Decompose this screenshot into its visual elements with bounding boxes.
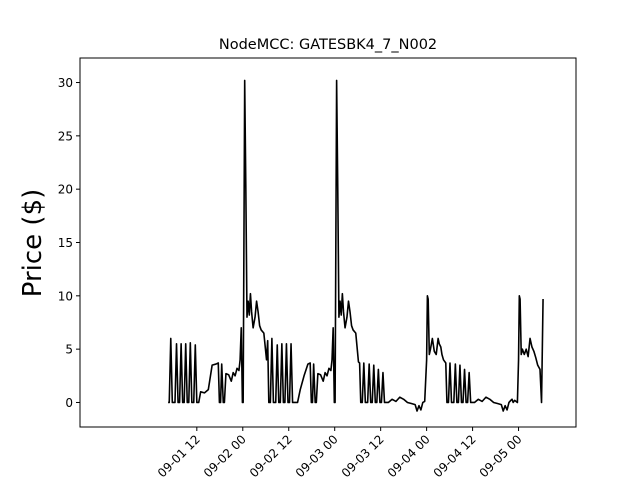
y-axis-ticks: 0 5 10 15 20 25 30 bbox=[58, 76, 80, 410]
y-tick-label: 0 bbox=[65, 396, 73, 410]
series-layer bbox=[168, 79, 544, 412]
price-series-line bbox=[168, 79, 544, 412]
y-axis-label: Price ($) bbox=[18, 189, 48, 298]
y-tick-label: 20 bbox=[58, 183, 73, 197]
y-tick-label: 10 bbox=[58, 289, 73, 303]
y-tick-label: 15 bbox=[58, 236, 73, 250]
y-tick-label: 25 bbox=[58, 129, 73, 143]
y-tick-label: 30 bbox=[58, 76, 73, 90]
plot-area-frame bbox=[79, 57, 577, 428]
y-tick-label: 5 bbox=[65, 343, 73, 357]
chart-title: NodeMCC: GATESBK4_7_N002 bbox=[219, 37, 437, 53]
